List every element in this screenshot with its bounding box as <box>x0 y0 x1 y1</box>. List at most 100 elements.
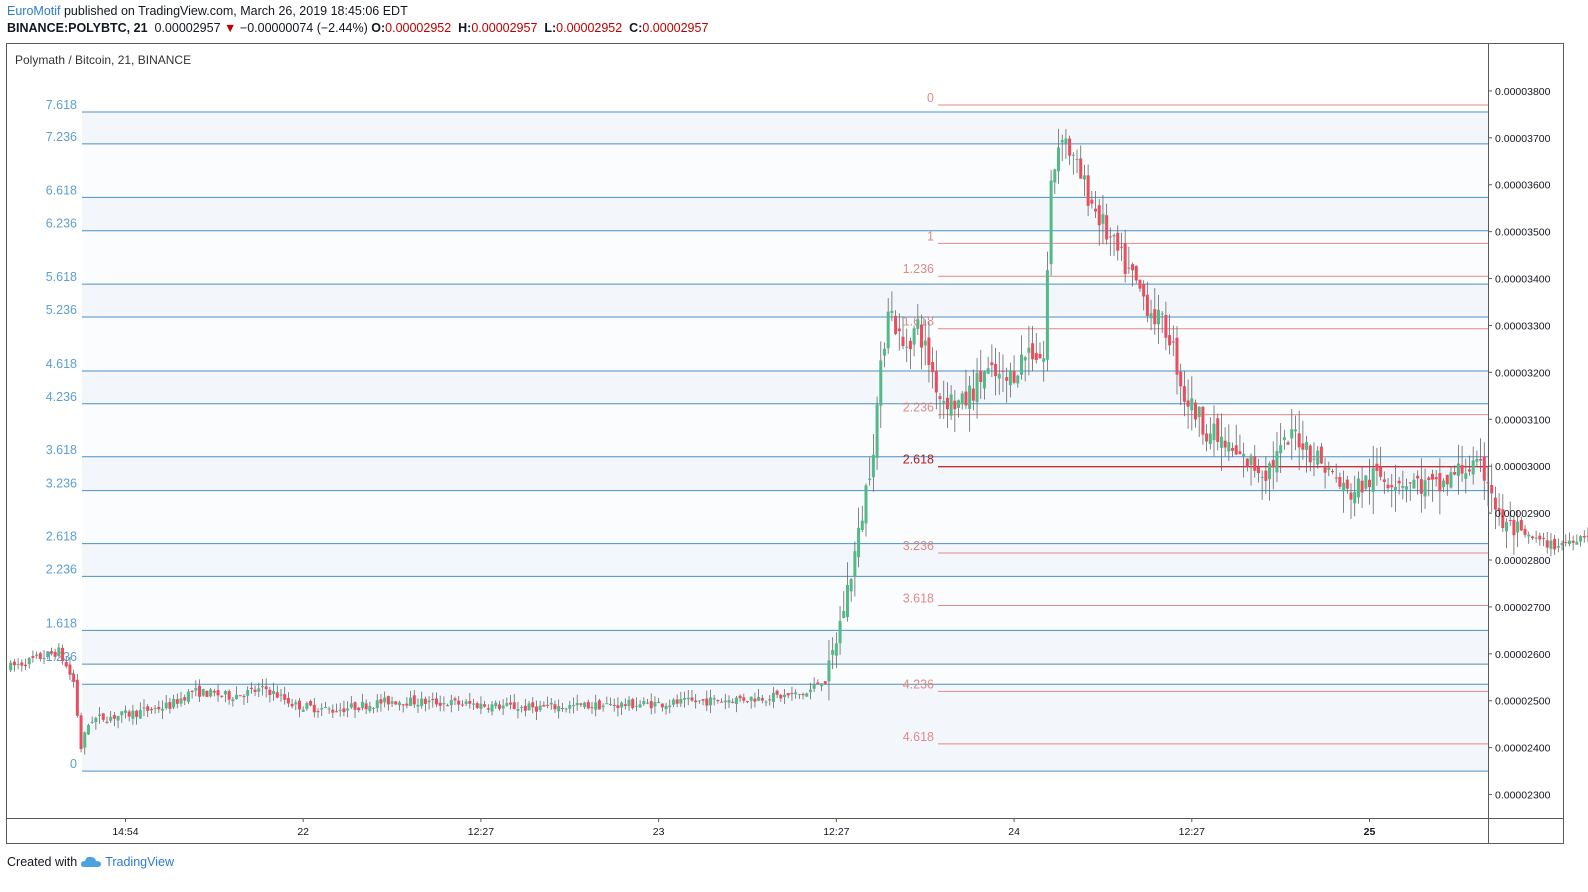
candle-body <box>634 705 638 707</box>
candle-body <box>1464 473 1468 479</box>
time-axis[interactable]: 14:54 22 12:27 23 12:27 24 12:27 25 <box>112 818 1376 838</box>
candle-body <box>1327 467 1331 470</box>
candle-body <box>9 662 13 671</box>
author-link[interactable]: EuroMotif <box>7 4 61 18</box>
candle-body <box>312 704 316 713</box>
price-tick-label: 0.00002800 <box>1495 555 1551 567</box>
candle-body <box>279 694 283 696</box>
candle-body <box>1549 540 1553 549</box>
footer: Created with TradingView <box>7 855 174 869</box>
candle-body <box>335 711 339 713</box>
fib-extension-red[interactable]: 011.2361.6182.2362.6183.2363.6184.2364.6… <box>903 91 1488 745</box>
candle-body <box>316 711 320 713</box>
candle-body <box>1045 270 1049 360</box>
candle-body <box>1105 215 1109 240</box>
open-label: O: <box>371 21 386 35</box>
candle-body <box>38 653 42 659</box>
candle-body <box>31 655 35 658</box>
candle-body <box>86 725 90 735</box>
candle-body <box>509 702 513 705</box>
candle-body <box>1560 543 1564 546</box>
candle-body <box>1008 370 1012 386</box>
candle-body <box>490 704 494 712</box>
candle-body <box>753 698 757 702</box>
candle-body <box>1175 337 1179 375</box>
candle-body <box>1534 537 1538 539</box>
candle-body <box>449 700 453 706</box>
fib-level-label: 1 <box>927 229 934 243</box>
candle-body <box>53 651 57 657</box>
candle-body <box>123 710 127 713</box>
fib-band <box>82 284 1488 318</box>
candle-body <box>238 695 242 697</box>
candle-body <box>775 690 779 695</box>
candle-body <box>638 704 642 708</box>
candle-body <box>560 708 564 710</box>
candle-body <box>1349 492 1353 500</box>
fib-level-label: 4.236 <box>46 390 77 404</box>
candle-body <box>1438 473 1442 492</box>
candle-body <box>1505 521 1509 532</box>
candle-body <box>438 702 442 706</box>
candle-body <box>605 703 609 705</box>
candle-body <box>1038 353 1042 359</box>
candle-body <box>431 699 435 701</box>
candle-body <box>953 400 957 410</box>
fib-band <box>82 684 1488 772</box>
candle-body <box>16 663 20 665</box>
candle-body <box>1245 458 1249 467</box>
candle-body <box>235 694 239 700</box>
candle-body <box>1001 370 1005 372</box>
candle-body <box>620 702 624 708</box>
fib-band <box>82 143 1488 198</box>
candle-body <box>94 717 98 723</box>
price-tick-label: 0.00003000 <box>1495 461 1551 473</box>
candle-body <box>1068 138 1072 156</box>
close-label: C: <box>629 21 643 35</box>
candle-body <box>198 685 202 697</box>
candle-body <box>72 674 76 682</box>
candle-body <box>1293 429 1297 432</box>
candle-body <box>427 700 431 703</box>
candle-body <box>1567 540 1571 545</box>
high-label: H: <box>458 21 472 35</box>
candle-body <box>1586 535 1588 537</box>
candle-body <box>1279 445 1283 454</box>
price-axis[interactable]: 0.00003800 0.00003700 0.00003600 0.00003500… <box>1488 86 1551 802</box>
candle-body <box>679 699 683 704</box>
candle-body <box>1390 485 1394 488</box>
candle-body <box>1530 536 1534 539</box>
tradingview-brand-link[interactable]: TradingView <box>105 855 174 869</box>
candle-body <box>272 690 276 695</box>
candle-body <box>1027 347 1031 353</box>
candle-body <box>105 721 109 723</box>
candle-body <box>1090 199 1094 204</box>
fib-level-label: 3.236 <box>46 477 77 491</box>
candle-body <box>120 711 124 716</box>
candle-body <box>1097 205 1101 226</box>
fib-extension-blue[interactable]: 0 1 1.236 1.618 2.236 2.618 3.236 3.618 4.236 4.6… <box>46 98 1488 772</box>
fib-level-label: 7.618 <box>46 98 77 112</box>
candle-body <box>264 686 268 690</box>
candle-body <box>586 701 590 709</box>
fib-band <box>82 403 1488 457</box>
candle-body <box>564 708 568 710</box>
low-value: 0.00002952 <box>556 21 623 35</box>
candle-body <box>1079 158 1083 179</box>
candle-body <box>686 697 690 700</box>
candle-body <box>12 661 16 666</box>
candle-body <box>1475 459 1479 462</box>
candle-body <box>1197 406 1201 418</box>
candle-body <box>1271 459 1275 468</box>
candle-body <box>1523 528 1527 535</box>
candle-body <box>1353 491 1357 504</box>
candle-body <box>1575 541 1579 545</box>
candle-body <box>1301 443 1305 450</box>
candle-body <box>960 393 964 405</box>
candle-body <box>742 697 746 701</box>
candle-body <box>1127 267 1131 269</box>
time-tick-label: 24 <box>1008 826 1020 838</box>
candle-body <box>46 651 50 658</box>
fib-level-label: 2.618 <box>903 453 934 467</box>
